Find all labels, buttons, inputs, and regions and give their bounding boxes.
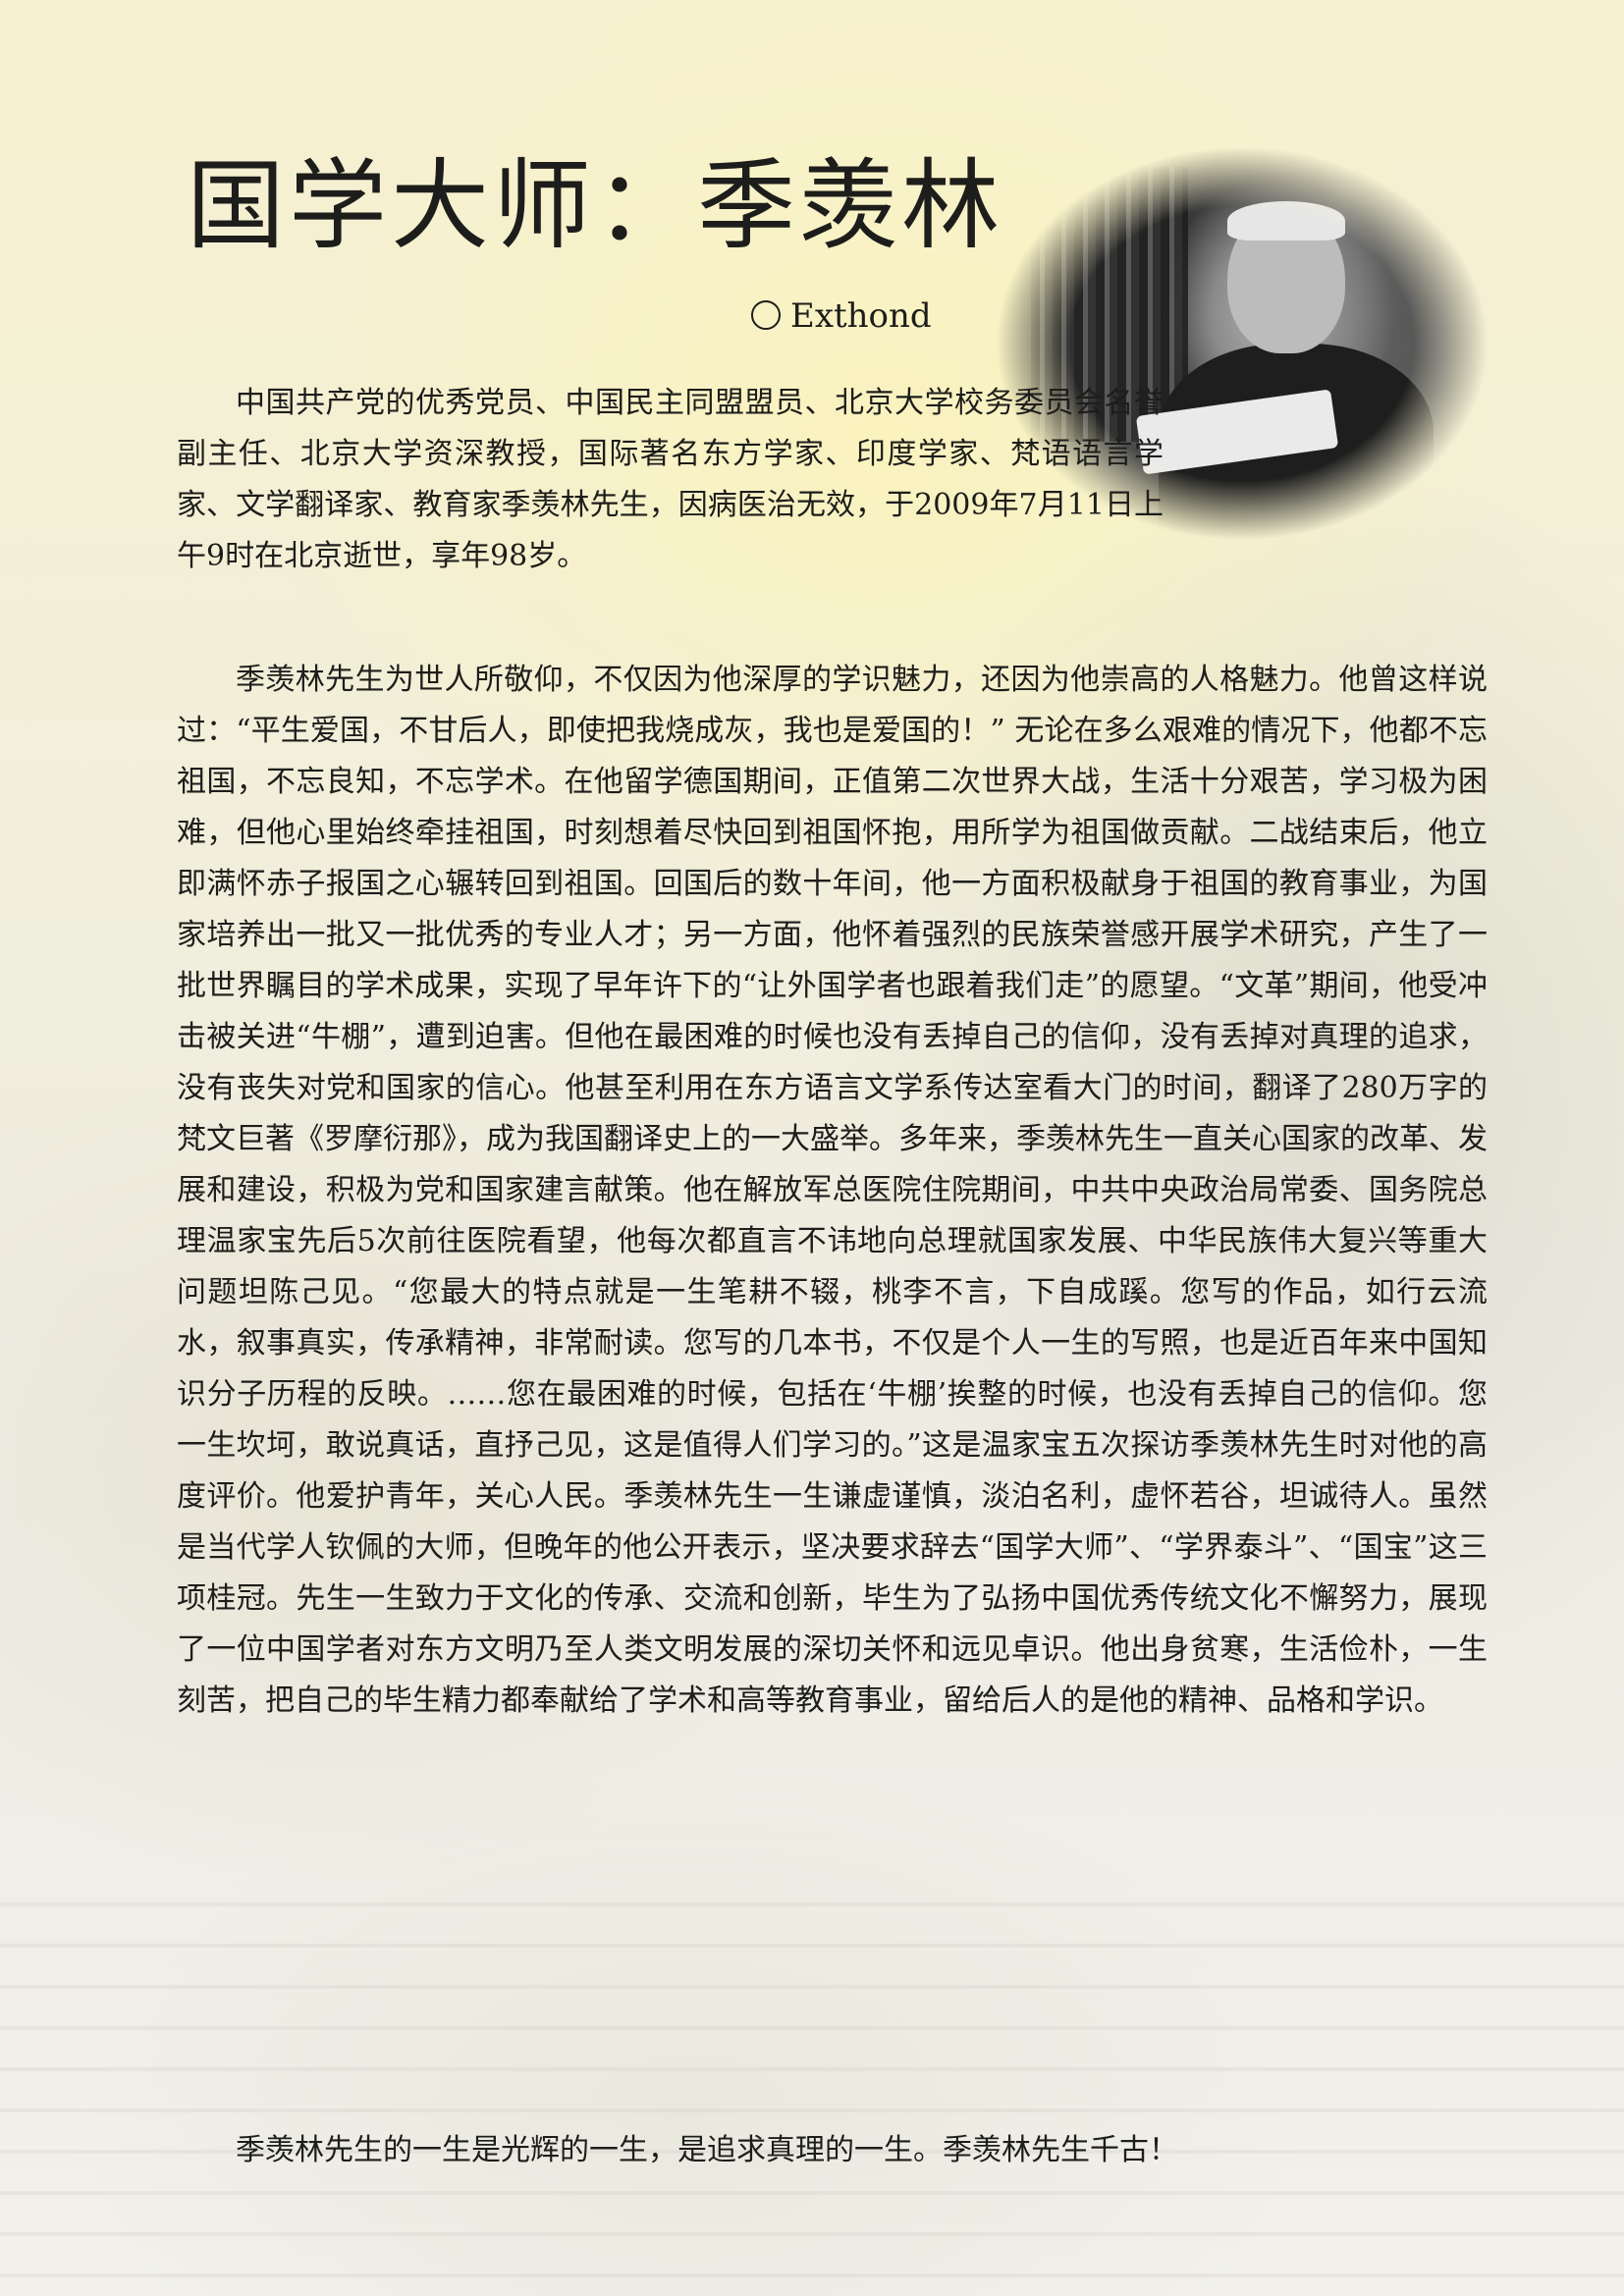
paragraph-block-2: 季羡林先生为世人所敬仰，不仅因为他深厚的学识魅力，还因为他崇高的人格魅力。他曾这… [177,655,1488,1727]
paragraph-3: 季羡林先生的一生是光辉的一生，是追求真理的一生。季羡林先生千古！ [236,2133,1178,2167]
circle-icon [751,300,781,330]
portrait-hair [1227,201,1345,240]
author-name: Exthond [790,296,932,336]
background-steps [0,1865,1624,2296]
bookshelf [1031,167,1188,442]
portrait-photo [992,147,1492,540]
paragraph-block-1: 中国共产党的优秀党员、中国民主同盟盟员、北京大学校务委员会名誉副主任、北京大学资… [177,378,1488,582]
article-title: 国学大师：季羡林 [187,148,1003,263]
author-line: Exthond [751,294,932,338]
paragraph-2: 季羡林先生为世人所敬仰，不仅因为他深厚的学识魅力，还因为他崇高的人格魅力。他曾这… [177,663,1488,1718]
photo-wrap-spacer [1164,378,1488,582]
paragraph-1: 中国共产党的优秀党员、中国民主同盟盟员、北京大学校务委员会名誉副主任、北京大学资… [177,386,1164,573]
paragraph-block-3: 季羡林先生的一生是光辉的一生，是追求真理的一生。季羡林先生千古！ [177,2125,1488,2176]
